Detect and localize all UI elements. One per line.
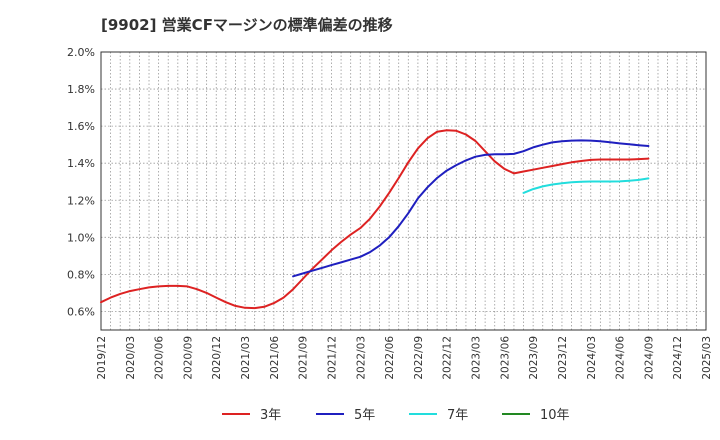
legend-label: 7年: [447, 408, 468, 423]
x-tick-label: 2023/09: [528, 336, 540, 380]
series-lines: [100, 129, 650, 310]
x-tick-label: 2022/06: [384, 336, 396, 380]
x-tick-label: 2023/06: [499, 336, 511, 380]
y-tick-label: 1.4%: [67, 157, 95, 170]
x-tick-label: 2020/06: [154, 336, 166, 380]
legend-label: 10年: [540, 408, 570, 423]
x-tick-label: 2023/03: [471, 336, 483, 380]
axes: 0.6% 0.8% 1.0% 1.2% 1.4% 1.6% 1.8% 2.0% 2019/12 2…: [67, 46, 713, 380]
y-tick-label: 1.0%: [67, 231, 95, 244]
x-tick-label: 2020/03: [125, 336, 137, 380]
x-tick-label: 2021/06: [269, 336, 281, 380]
y-tick-label: 1.2%: [67, 194, 95, 207]
legend-label: 5年: [354, 408, 375, 423]
x-tick-label: 2024/09: [643, 336, 655, 380]
y-tick-label: 0.8%: [67, 268, 95, 281]
series-line-1: [292, 139, 650, 278]
y-tick-label: 1.8%: [67, 83, 95, 96]
chart-title: [9902] 営業CFマージンの標準偏差の推移: [101, 16, 393, 34]
x-tick-label: 2023/12: [557, 336, 569, 380]
legend: 3年 5年 7年 10年: [222, 408, 570, 423]
legend-label: 3年: [260, 408, 281, 423]
x-tick-label: 2019/12: [96, 336, 108, 380]
series-line-2: [522, 177, 650, 194]
x-tick-label: 2020/09: [182, 336, 194, 380]
x-tick-label: 2022/12: [442, 336, 454, 380]
y-tick-label: 1.6%: [67, 120, 95, 133]
x-tick-label: 2020/12: [211, 336, 223, 380]
x-tick-label: 2021/09: [298, 336, 310, 380]
grid: [101, 51, 706, 330]
x-tick-label: 2024/12: [672, 336, 684, 380]
series-line-0: [100, 129, 650, 310]
x-tick-label: 2021/12: [326, 336, 338, 380]
x-tick-label: 2024/06: [615, 336, 627, 380]
plot-area: [100, 51, 707, 331]
x-tick-label: 2024/03: [586, 336, 598, 380]
x-tick-label: 2025/03: [701, 336, 713, 380]
x-tick-label: 2022/03: [355, 336, 367, 380]
x-tick-label: 2021/03: [240, 336, 252, 380]
y-tick-label: 2.0%: [67, 46, 95, 59]
y-tick-label: 0.6%: [67, 305, 95, 318]
x-tick-label: 2022/09: [413, 336, 425, 380]
